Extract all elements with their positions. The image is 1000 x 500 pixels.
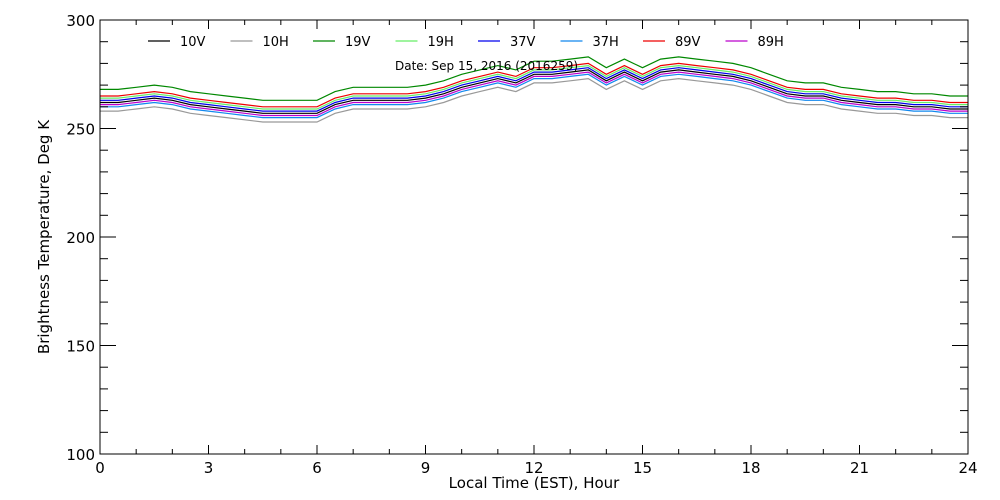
series-line-89V [100,62,968,108]
legend-label-89H: 89H [758,35,784,50]
legend: 10V 10H 19V 19H 37V 37H 89V 89H [148,35,784,50]
legend-label-37H: 37H [593,35,619,50]
legend-label-37V: 37V [510,35,536,50]
x-tick-label: 18 [741,459,760,477]
series-line-10V [100,69,968,114]
series-line-10H [100,77,968,123]
x-axis-label: Local Time (EST), Hour [449,474,620,492]
y-tick-label: 200 [66,229,95,247]
x-tick-label: 6 [312,459,322,477]
legend-label-10H: 10H [263,35,289,50]
y-tick-label: 150 [66,338,95,356]
x-tick-label: 0 [95,459,105,477]
x-tick-label: 9 [421,459,431,477]
y-tick-label: 100 [66,446,95,464]
x-tick-label: 21 [850,459,869,477]
y-tick-label: 250 [66,121,95,139]
x-tick-label: 15 [633,459,652,477]
ticks-layer: 0 3 6 9 12 15 18 21 24 100 150 200 250 300 [66,12,977,477]
plot-frame [99,19,969,455]
series-layer [100,56,968,123]
x-tick-label: 12 [524,459,543,477]
series-line-37V [100,67,968,112]
series-line-37H [100,73,968,119]
legend-label-89V: 89V [675,35,701,50]
series-line-19V [100,56,968,101]
legend-label-19V: 19V [345,35,371,50]
series-line-89H [100,71,968,117]
x-tick-label: 3 [204,459,214,477]
y-tick-label: 300 [66,12,95,30]
series-line-19H [100,64,968,110]
x-tick-label: 24 [958,459,977,477]
legend-label-10V: 10V [180,35,206,50]
date-annotation: Date: Sep 15, 2016 (2016259) [395,59,578,73]
legend-label-19H: 19H [428,35,454,50]
y-axis-label: Brightness Temperature, Deg K [35,119,53,354]
